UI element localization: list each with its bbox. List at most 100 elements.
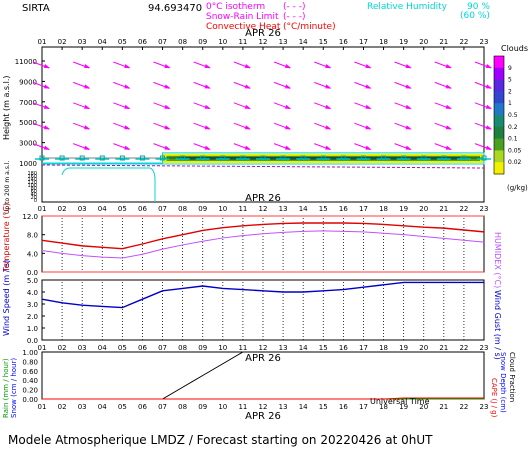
wind-barb-station: [360, 155, 366, 161]
hour-tick-bottom-18: 18: [379, 403, 388, 411]
series-line-0: [41, 281, 484, 309]
hour-tick-mid-23: 23: [480, 205, 489, 213]
wind-arrow-head: [365, 104, 372, 109]
hour-tick-bottom-07: 07: [158, 403, 167, 411]
hour-tick-bottom-04: 04: [98, 403, 107, 411]
plot-frame: [41, 215, 485, 273]
coord-value: 94.693470: [148, 3, 202, 14]
legend-style-2: (°C/minute): [283, 22, 336, 32]
hour-tick-bottom-08: 08: [178, 403, 187, 411]
height-tick-9000: 9000: [19, 78, 37, 86]
header-legend: 0°C isotherm (- - -) Snow-Rain Limit (- - -…: [206, 2, 336, 32]
wind-barb-station: [139, 155, 145, 161]
colorbar-unit: (g/kg): [507, 184, 528, 192]
wind-arrow-head: [405, 104, 412, 109]
wind-barb-station: [240, 155, 246, 161]
hour-tick-wind-03: 03: [78, 344, 87, 352]
hour-tick-bottom-16: 16: [339, 403, 348, 411]
colorbar-level-9: 9: [508, 65, 512, 72]
low-height-tick-140: 140: [27, 177, 37, 183]
rh-legend: Relative Humidity 90 %(60 %): [367, 2, 490, 21]
humidity-contour: [42, 152, 485, 165]
wind-arrow-head: [486, 64, 492, 68]
series-line-0: [41, 222, 485, 250]
wind-barb-station: [481, 155, 487, 161]
wind-arrow-head: [285, 64, 292, 68]
wind-arrow-head: [445, 145, 452, 150]
colorbar-level-0.2: 0.2: [508, 124, 518, 131]
wind-arrow-head: [325, 125, 332, 130]
hour-tick-mid-10: 10: [218, 205, 227, 213]
hour-tick-top-08: 08: [178, 38, 187, 46]
wind-arrow-head: [124, 64, 131, 68]
wind-arrow-head: [84, 104, 91, 109]
date-label-bottom: APR 26: [245, 411, 281, 422]
cloud-fraction-axis-label: Cloud Fraction: [508, 352, 516, 402]
wind-barb-station: [260, 155, 266, 161]
hour-tick-wind-23: 23: [480, 344, 489, 352]
date-label-top: APR 26: [245, 28, 281, 39]
y-tick-1.00: 1.00: [22, 349, 38, 357]
colorbar-level-0.05: 0.05: [508, 147, 522, 154]
low-height-tick-100: 100: [27, 183, 37, 189]
hour-tick-top-10: 10: [218, 38, 227, 46]
wind-barb-station: [79, 155, 85, 161]
hour-tick-bottom-06: 06: [138, 403, 147, 411]
series-line-1: [41, 230, 485, 259]
hour-tick-top-17: 17: [359, 38, 368, 46]
height-tick-3000: 3000: [19, 140, 37, 148]
hour-tick-mid-13: 13: [279, 205, 288, 213]
hour-tick-bottom-15: 15: [319, 403, 328, 411]
hour-tick-mid-11: 11: [238, 205, 247, 213]
clouds-wind-panel: 0101020203030404050506060707080809091010…: [2, 28, 528, 214]
wind-arrow-head: [84, 84, 91, 89]
hour-tick-mid-07: 07: [158, 205, 167, 213]
hour-tick-wind-15: 15: [319, 344, 328, 352]
zero-isotherm-line: [41, 164, 485, 169]
wind-barb-station: [220, 155, 226, 161]
hour-tick-bottom-13: 13: [279, 403, 288, 411]
hour-tick-mid-09: 09: [198, 205, 207, 213]
hour-tick-wind-18: 18: [379, 344, 388, 352]
wind-arrow-head: [285, 84, 292, 89]
hour-tick-top-21: 21: [439, 38, 448, 46]
wind-arrow-head: [445, 104, 452, 109]
low-height-tick-40: 40: [31, 192, 37, 198]
wind-arrow-head: [44, 145, 50, 150]
colorbar-frame: [493, 55, 505, 175]
hour-tick-mid-08: 08: [178, 205, 187, 213]
wind-arrow-head: [164, 104, 171, 109]
wind-arrow-head: [325, 145, 332, 150]
colorbar-level-0.1: 0.1: [508, 136, 518, 143]
hour-tick-top-11: 11: [238, 38, 247, 46]
time-axis-label: Universal Time: [370, 397, 430, 406]
wind-arrow-head: [204, 64, 211, 68]
hour-tick-bottom-14: 14: [299, 403, 308, 411]
colorbar-swatch: [494, 56, 504, 69]
hour-tick-wind-02: 02: [58, 344, 67, 352]
hour-tick-top-12: 12: [259, 38, 268, 46]
wind-barb-station: [200, 155, 206, 161]
wind-arrow-head: [405, 145, 412, 150]
wind-arrow-head: [204, 84, 211, 89]
colorbar-swatch: [494, 138, 504, 151]
low-height-tick-20: 20: [31, 195, 37, 201]
series-line-2: [42, 397, 484, 400]
low-height-tick-160: 160: [27, 174, 37, 180]
colorbar-level-0.5: 0.5: [508, 112, 518, 119]
hour-tick-top-05: 05: [118, 38, 127, 46]
y-tick-12.0: 12.0: [22, 213, 38, 221]
hour-tick-top-16: 16: [339, 38, 348, 46]
hour-tick-wind-21: 21: [439, 344, 448, 352]
rh-label: Relative Humidity: [367, 2, 448, 12]
hour-tick-top-01: 01: [38, 38, 47, 46]
wind-barb-station: [39, 155, 45, 161]
hour-tick-wind-05: 05: [118, 344, 127, 352]
humidity-contour-low: [61, 167, 156, 202]
hour-tick-top-03: 03: [78, 38, 87, 46]
legend-label-0: 0°C isotherm: [206, 2, 265, 12]
hour-tick-mid-17: 17: [359, 205, 368, 213]
wind-arrow-head: [84, 145, 91, 150]
wind-arrow-head: [445, 125, 452, 130]
